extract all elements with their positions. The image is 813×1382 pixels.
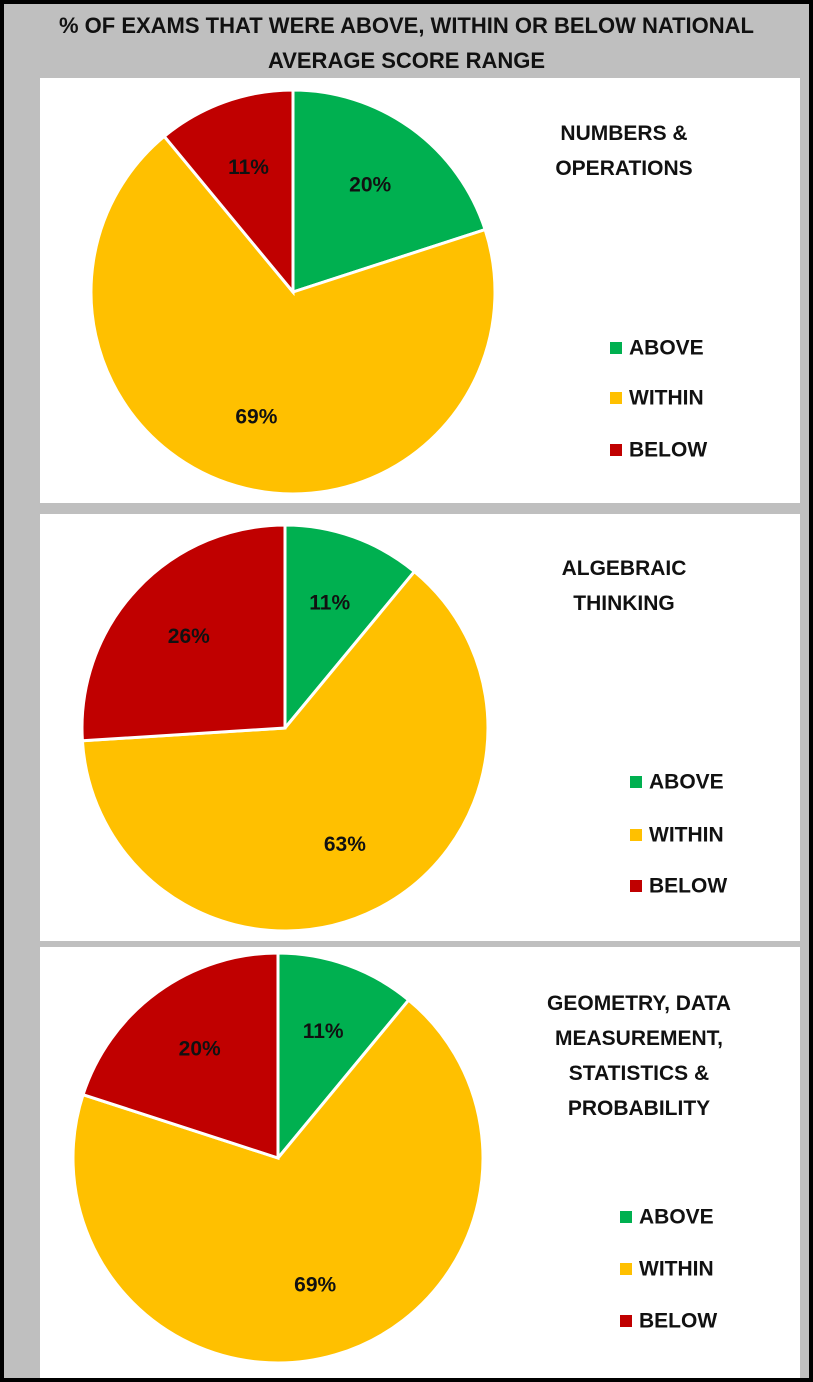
pie-slice: [81, 951, 280, 1161]
pie-slice: [89, 134, 497, 496]
chart-title: NUMBERS & OPERATIONS: [555, 122, 693, 180]
legend-swatch: [610, 444, 622, 456]
legend-label: ABOVE: [629, 337, 704, 360]
legend-swatch: [630, 880, 642, 892]
legend-swatch: [620, 1211, 632, 1223]
legend-label: WITHIN: [649, 824, 724, 847]
pie-slice: [71, 997, 485, 1365]
legend-swatch: [630, 829, 642, 841]
legend-label: ABOVE: [649, 771, 724, 794]
legend-label: ABOVE: [639, 1206, 714, 1229]
data-label: 69%: [235, 406, 277, 429]
chart-title: GEOMETRY, DATA MEASUREMENT, STATISTICS &…: [547, 992, 731, 1120]
pie-slice: [276, 951, 411, 1163]
pie-slice: [291, 88, 488, 295]
pie-slice: [162, 88, 295, 297]
data-label: 26%: [168, 625, 210, 648]
legend-label: BELOW: [629, 439, 707, 462]
legend-label: WITHIN: [629, 387, 704, 410]
legend-swatch: [610, 342, 622, 354]
legend-label: WITHIN: [639, 1258, 714, 1281]
page-title: % OF EXAMS THAT WERE ABOVE, WITHIN OR BE…: [58, 13, 754, 73]
legend-swatch: [630, 776, 642, 788]
legend-swatch: [620, 1263, 632, 1275]
data-label: 11%: [309, 591, 350, 614]
data-label: 69%: [294, 1274, 336, 1297]
pie-slice: [80, 569, 490, 933]
data-label: 20%: [179, 1038, 221, 1061]
charts: 20% 69% 11% ABOVE WITHIN BELOW 11% 63% 26% ABOVE W…: [71, 88, 727, 1365]
data-label: 20%: [349, 173, 391, 196]
chart-title: ALGEBRAIC THINKING: [561, 557, 687, 615]
data-label: 63%: [324, 833, 366, 856]
legend-swatch: [610, 392, 622, 404]
pie-slice: [80, 523, 287, 743]
legend-label: BELOW: [639, 1310, 717, 1333]
legend-label: BELOW: [649, 875, 727, 898]
data-label: 11%: [303, 1020, 344, 1043]
data-label: 11%: [228, 156, 269, 179]
pie-slice: [283, 523, 417, 733]
legend-swatch: [620, 1315, 632, 1327]
